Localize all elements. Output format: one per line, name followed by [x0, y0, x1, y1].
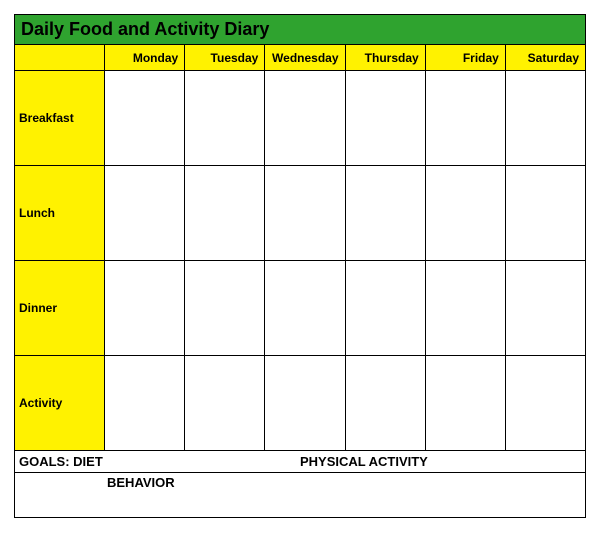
- header-row: Monday Tuesday Wednesday Thursday Friday…: [15, 45, 585, 71]
- header-day-tuesday: Tuesday: [185, 45, 265, 71]
- header-day-wednesday: Wednesday: [265, 45, 345, 71]
- row-breakfast: Breakfast: [15, 71, 585, 166]
- cell-activity-thu[interactable]: [346, 356, 426, 451]
- rowlabel-activity: Activity: [15, 356, 105, 451]
- cell-breakfast-fri[interactable]: [426, 71, 506, 166]
- title-text: Daily Food and Activity Diary: [21, 19, 269, 40]
- cell-dinner-fri[interactable]: [426, 261, 506, 356]
- cell-breakfast-wed[interactable]: [265, 71, 345, 166]
- header-day-friday: Friday: [426, 45, 506, 71]
- header-day-saturday: Saturday: [506, 45, 585, 71]
- cell-lunch-wed[interactable]: [265, 166, 345, 261]
- cell-lunch-fri[interactable]: [426, 166, 506, 261]
- cell-breakfast-sat[interactable]: [506, 71, 585, 166]
- behavior-row: BEHAVIOR: [15, 473, 585, 517]
- cell-breakfast-thu[interactable]: [346, 71, 426, 166]
- behavior-label: BEHAVIOR: [107, 475, 175, 490]
- cell-dinner-tue[interactable]: [185, 261, 265, 356]
- cell-lunch-sat[interactable]: [506, 166, 585, 261]
- cell-dinner-wed[interactable]: [265, 261, 345, 356]
- diary-sheet: Daily Food and Activity Diary Monday Tue…: [14, 14, 586, 518]
- row-dinner: Dinner: [15, 261, 585, 356]
- cell-lunch-mon[interactable]: [105, 166, 185, 261]
- cell-activity-mon[interactable]: [105, 356, 185, 451]
- cell-activity-tue[interactable]: [185, 356, 265, 451]
- cell-breakfast-mon[interactable]: [105, 71, 185, 166]
- header-blank: [15, 45, 105, 71]
- cell-activity-wed[interactable]: [265, 356, 345, 451]
- physical-activity-label: PHYSICAL ACTIVITY: [300, 454, 585, 469]
- cell-activity-fri[interactable]: [426, 356, 506, 451]
- title-bar: Daily Food and Activity Diary: [15, 15, 585, 45]
- cell-dinner-mon[interactable]: [105, 261, 185, 356]
- goals-row: GOALS: DIET PHYSICAL ACTIVITY: [15, 451, 585, 473]
- cell-breakfast-tue[interactable]: [185, 71, 265, 166]
- rowlabel-lunch: Lunch: [15, 166, 105, 261]
- goals-diet-label: GOALS: DIET: [15, 454, 300, 469]
- cell-activity-sat[interactable]: [506, 356, 585, 451]
- cell-dinner-thu[interactable]: [346, 261, 426, 356]
- header-day-monday: Monday: [105, 45, 185, 71]
- row-lunch: Lunch: [15, 166, 585, 261]
- rowlabel-breakfast: Breakfast: [15, 71, 105, 166]
- rowlabel-dinner: Dinner: [15, 261, 105, 356]
- row-activity: Activity: [15, 356, 585, 451]
- cell-lunch-tue[interactable]: [185, 166, 265, 261]
- cell-dinner-sat[interactable]: [506, 261, 585, 356]
- cell-lunch-thu[interactable]: [346, 166, 426, 261]
- header-day-thursday: Thursday: [346, 45, 426, 71]
